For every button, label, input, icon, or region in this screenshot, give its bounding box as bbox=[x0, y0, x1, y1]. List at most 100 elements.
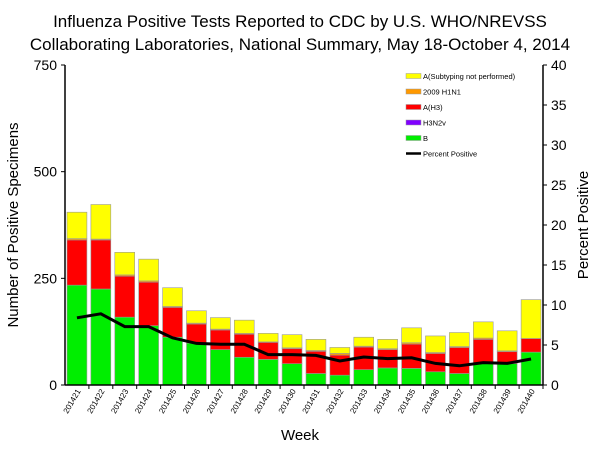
legend-swatch bbox=[405, 73, 422, 79]
bar-b bbox=[377, 367, 398, 386]
y2-tick-label: 40 bbox=[551, 57, 567, 73]
y2-tick-label: 25 bbox=[551, 177, 567, 193]
bar-a-subtyping-not-performed- bbox=[138, 258, 159, 282]
legend-swatch bbox=[405, 119, 422, 126]
bar-a-subtyping-not-performed- bbox=[210, 317, 231, 330]
x-tick-label: 201431 bbox=[301, 387, 322, 415]
bar-b bbox=[210, 349, 231, 386]
bar-b bbox=[257, 359, 279, 386]
bar-a-h3- bbox=[401, 343, 422, 369]
legend-label: A(H3) bbox=[423, 103, 443, 112]
bar-a-subtyping-not-performed- bbox=[401, 327, 422, 344]
bar-a-h3- bbox=[138, 281, 159, 326]
bar-a-subtyping-not-performed- bbox=[425, 335, 446, 353]
bar-b bbox=[449, 373, 470, 386]
chart-title-line2: Collaborating Laboratories, National Sum… bbox=[30, 35, 570, 54]
bar-b bbox=[90, 288, 112, 386]
bar-b bbox=[329, 374, 351, 386]
legend-swatch bbox=[405, 88, 422, 95]
bar-a-subtyping-not-performed- bbox=[281, 334, 303, 349]
bar-a-h3- bbox=[472, 339, 494, 364]
y2-tick-label: 10 bbox=[551, 297, 567, 313]
bar-b bbox=[496, 363, 518, 386]
y2-tick-label: 20 bbox=[551, 217, 567, 233]
bar-a-h3- bbox=[210, 329, 231, 350]
x-tick-label: 201439 bbox=[492, 387, 513, 415]
bar-b bbox=[520, 351, 542, 386]
legend-label: 2009 H1N1 bbox=[423, 88, 461, 97]
y2-axis-label: Percent Positive bbox=[575, 171, 592, 279]
bar-b bbox=[472, 362, 494, 386]
y-tick-label: 0 bbox=[49, 377, 57, 393]
legend-label: A(Subtyping not performed) bbox=[423, 72, 516, 81]
y-tick-label: 750 bbox=[34, 57, 58, 73]
x-tick-label: 201429 bbox=[253, 387, 274, 415]
x-tick-label: 201433 bbox=[348, 387, 369, 415]
y2-tick-label: 30 bbox=[551, 137, 567, 153]
bar-a-subtyping-not-performed- bbox=[520, 299, 542, 339]
chart-title-line1: Influenza Positive Tests Reported to CDC… bbox=[53, 12, 547, 31]
x-tick-label: 201437 bbox=[444, 387, 465, 415]
bar-a-subtyping-not-performed- bbox=[377, 339, 398, 350]
bar-b bbox=[66, 284, 88, 386]
bar-a-subtyping-not-performed- bbox=[472, 321, 494, 339]
bar-a-h3- bbox=[90, 239, 112, 290]
y2-tick-label: 15 bbox=[551, 257, 567, 273]
legend-label: Percent Positive bbox=[423, 150, 477, 159]
x-tick-label: 201422 bbox=[85, 387, 106, 415]
x-tick-label: 201421 bbox=[62, 387, 83, 415]
bar-b bbox=[401, 368, 422, 386]
bar-a-h3- bbox=[114, 275, 136, 318]
y-tick-label: 250 bbox=[34, 270, 58, 286]
legend-swatch bbox=[405, 104, 422, 110]
bar-b bbox=[281, 363, 303, 386]
bar-b bbox=[425, 371, 446, 386]
legend-label: B bbox=[423, 134, 428, 143]
percent-positive-line bbox=[76, 312, 532, 368]
y2-tick-label: 35 bbox=[551, 97, 567, 113]
bar-a-subtyping-not-performed- bbox=[305, 339, 327, 351]
x-tick-label: 201423 bbox=[109, 387, 130, 415]
bar-b bbox=[234, 356, 255, 386]
bar-a-h3- bbox=[162, 307, 183, 338]
x-tick-label: 201424 bbox=[133, 387, 154, 415]
y2-tick-label: 0 bbox=[551, 377, 559, 393]
bar-a-h3- bbox=[520, 338, 542, 353]
bar-a-h3- bbox=[449, 347, 470, 374]
bar-b bbox=[138, 325, 159, 386]
x-tick-label: 201425 bbox=[157, 387, 178, 415]
x-axis-label: Week bbox=[281, 427, 320, 444]
bar-a-subtyping-not-performed- bbox=[186, 310, 207, 324]
y2-tick-label: 5 bbox=[551, 337, 559, 353]
x-tick-label: 201440 bbox=[516, 387, 537, 415]
x-tick-label: 201426 bbox=[181, 387, 202, 415]
bar-a-subtyping-not-performed- bbox=[257, 333, 279, 343]
legend-swatch bbox=[405, 135, 422, 141]
x-tick-label: 201432 bbox=[324, 387, 345, 415]
legend-label: H3N2v bbox=[423, 119, 446, 128]
x-tick-label: 201436 bbox=[420, 387, 441, 415]
bar-b bbox=[186, 342, 207, 386]
x-tick-label: 201434 bbox=[372, 387, 393, 415]
bar-a-subtyping-not-performed- bbox=[449, 332, 470, 347]
bar-a-h3- bbox=[66, 239, 88, 286]
y-tick-label: 500 bbox=[34, 164, 58, 180]
bar-a-subtyping-not-performed- bbox=[90, 204, 112, 240]
bar-a-subtyping-not-performed- bbox=[234, 319, 255, 334]
bar-a-subtyping-not-performed- bbox=[329, 347, 351, 354]
x-tick-label: 201428 bbox=[229, 387, 250, 415]
bar-b bbox=[305, 373, 327, 386]
bar-b bbox=[162, 336, 183, 386]
x-tick-label: 201435 bbox=[396, 387, 417, 415]
bar-a-subtyping-not-performed- bbox=[496, 330, 518, 352]
x-tick-label: 201427 bbox=[205, 387, 226, 415]
bar-a-subtyping-not-performed- bbox=[353, 336, 374, 347]
bar-a-subtyping-not-performed- bbox=[66, 211, 88, 239]
bar-b bbox=[353, 369, 374, 386]
x-tick-label: 201430 bbox=[277, 387, 298, 415]
y-axis-label: Number of Positive Specimens bbox=[5, 122, 22, 327]
x-tick-label: 201438 bbox=[468, 387, 489, 415]
bar-a-subtyping-not-performed- bbox=[162, 287, 183, 307]
